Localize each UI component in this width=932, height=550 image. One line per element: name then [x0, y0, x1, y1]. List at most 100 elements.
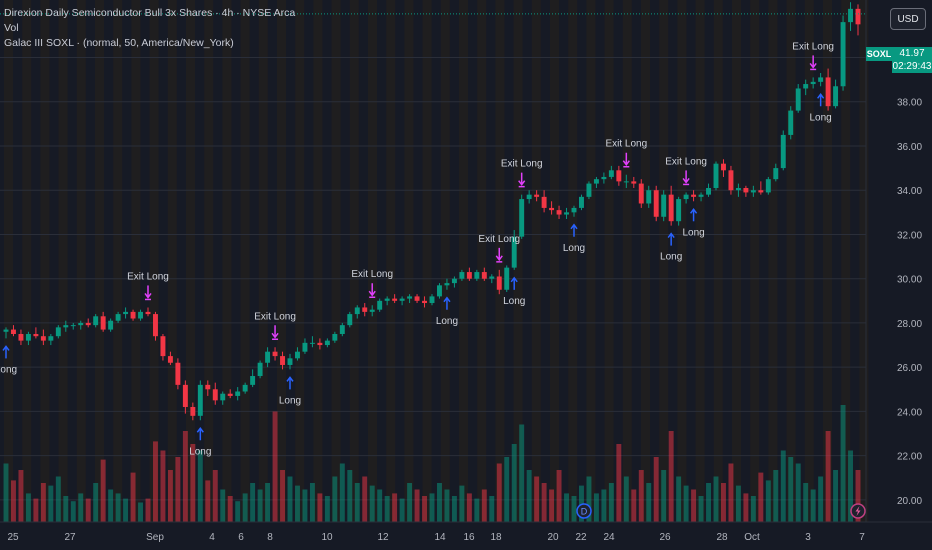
- candle[interactable]: [287, 358, 293, 365]
- candle[interactable]: [586, 183, 592, 197]
- candle[interactable]: [362, 307, 368, 312]
- candle[interactable]: [765, 179, 771, 193]
- candle[interactable]: [324, 340, 330, 346]
- candle[interactable]: [220, 393, 226, 401]
- candle[interactable]: [668, 194, 674, 222]
- currency-button[interactable]: USD: [890, 8, 926, 30]
- candle[interactable]: [616, 170, 622, 182]
- candle[interactable]: [399, 298, 405, 301]
- candle[interactable]: [354, 307, 360, 315]
- candle[interactable]: [63, 325, 69, 328]
- candle[interactable]: [579, 196, 584, 208]
- candle[interactable]: [803, 84, 809, 89]
- candle[interactable]: [653, 190, 659, 217]
- candle[interactable]: [750, 190, 756, 193]
- candle[interactable]: [758, 190, 764, 193]
- candle[interactable]: [250, 376, 256, 385]
- candle[interactable]: [40, 336, 46, 341]
- candle[interactable]: [235, 391, 241, 396]
- candle[interactable]: [466, 272, 472, 279]
- candle[interactable]: [706, 188, 711, 195]
- candle[interactable]: [205, 384, 211, 390]
- candle[interactable]: [593, 179, 599, 184]
- candle[interactable]: [55, 327, 61, 337]
- candle[interactable]: [571, 207, 577, 213]
- candle[interactable]: [511, 236, 517, 268]
- candle[interactable]: [735, 188, 741, 191]
- candle[interactable]: [115, 314, 121, 321]
- candle[interactable]: [661, 194, 667, 217]
- candle[interactable]: [257, 362, 263, 377]
- candle[interactable]: [676, 199, 682, 222]
- candle[interactable]: [541, 196, 547, 208]
- candle[interactable]: [339, 325, 345, 334]
- candle[interactable]: [721, 163, 726, 171]
- candle[interactable]: [855, 8, 861, 25]
- candle[interactable]: [93, 316, 99, 326]
- candle[interactable]: [691, 194, 697, 197]
- candle[interactable]: [833, 86, 839, 107]
- candle[interactable]: [369, 309, 375, 312]
- candle[interactable]: [130, 311, 136, 319]
- candle[interactable]: [302, 342, 308, 352]
- candle[interactable]: [646, 190, 652, 204]
- candle[interactable]: [623, 181, 629, 183]
- candle[interactable]: [638, 183, 644, 204]
- candle[interactable]: [422, 300, 427, 304]
- candle[interactable]: [25, 333, 31, 341]
- candle[interactable]: [795, 88, 801, 111]
- volume-indicator-label[interactable]: Vol: [4, 22, 19, 34]
- candle[interactable]: [160, 336, 166, 357]
- candle[interactable]: [3, 329, 9, 332]
- candle[interactable]: [11, 329, 16, 334]
- candle[interactable]: [347, 314, 353, 326]
- candle[interactable]: [444, 283, 450, 286]
- dividend-icon[interactable]: [576, 503, 592, 519]
- candle[interactable]: [601, 176, 607, 180]
- candle[interactable]: [534, 194, 540, 197]
- candle[interactable]: [414, 296, 420, 301]
- candle[interactable]: [474, 272, 480, 279]
- candle[interactable]: [100, 316, 106, 330]
- candle[interactable]: [108, 320, 114, 330]
- candle[interactable]: [698, 194, 704, 197]
- candle[interactable]: [377, 300, 383, 310]
- candle[interactable]: [70, 325, 76, 327]
- candle[interactable]: [197, 384, 203, 416]
- strategy-indicator-label[interactable]: Galac III SOXL · (normal, 50, America/Ne…: [4, 37, 234, 49]
- candle[interactable]: [392, 298, 398, 301]
- candle[interactable]: [153, 314, 158, 337]
- candle[interactable]: [227, 393, 233, 396]
- candle[interactable]: [713, 163, 719, 189]
- candle[interactable]: [280, 356, 285, 365]
- candle[interactable]: [840, 22, 846, 87]
- candle[interactable]: [18, 333, 24, 341]
- candle[interactable]: [78, 322, 84, 326]
- candle[interactable]: [780, 134, 786, 169]
- candle[interactable]: [265, 351, 271, 363]
- candle[interactable]: [459, 272, 465, 279]
- candle[interactable]: [242, 384, 248, 392]
- candle[interactable]: [788, 110, 794, 135]
- candle[interactable]: [496, 276, 502, 290]
- candle[interactable]: [818, 77, 824, 82]
- candle[interactable]: [332, 333, 338, 341]
- candle[interactable]: [810, 81, 816, 85]
- candle[interactable]: [138, 311, 143, 319]
- candle[interactable]: [182, 384, 188, 407]
- candle[interactable]: [309, 342, 315, 344]
- candle[interactable]: [272, 351, 278, 357]
- candle[interactable]: [295, 351, 300, 359]
- candle[interactable]: [848, 8, 853, 23]
- candle[interactable]: [728, 170, 734, 191]
- candle[interactable]: [175, 362, 181, 385]
- candle[interactable]: [317, 342, 323, 346]
- candle[interactable]: [212, 389, 218, 401]
- candle[interactable]: [683, 194, 689, 200]
- candle[interactable]: [773, 168, 779, 180]
- candle[interactable]: [407, 296, 413, 299]
- candle[interactable]: [190, 406, 196, 416]
- candle[interactable]: [526, 194, 532, 200]
